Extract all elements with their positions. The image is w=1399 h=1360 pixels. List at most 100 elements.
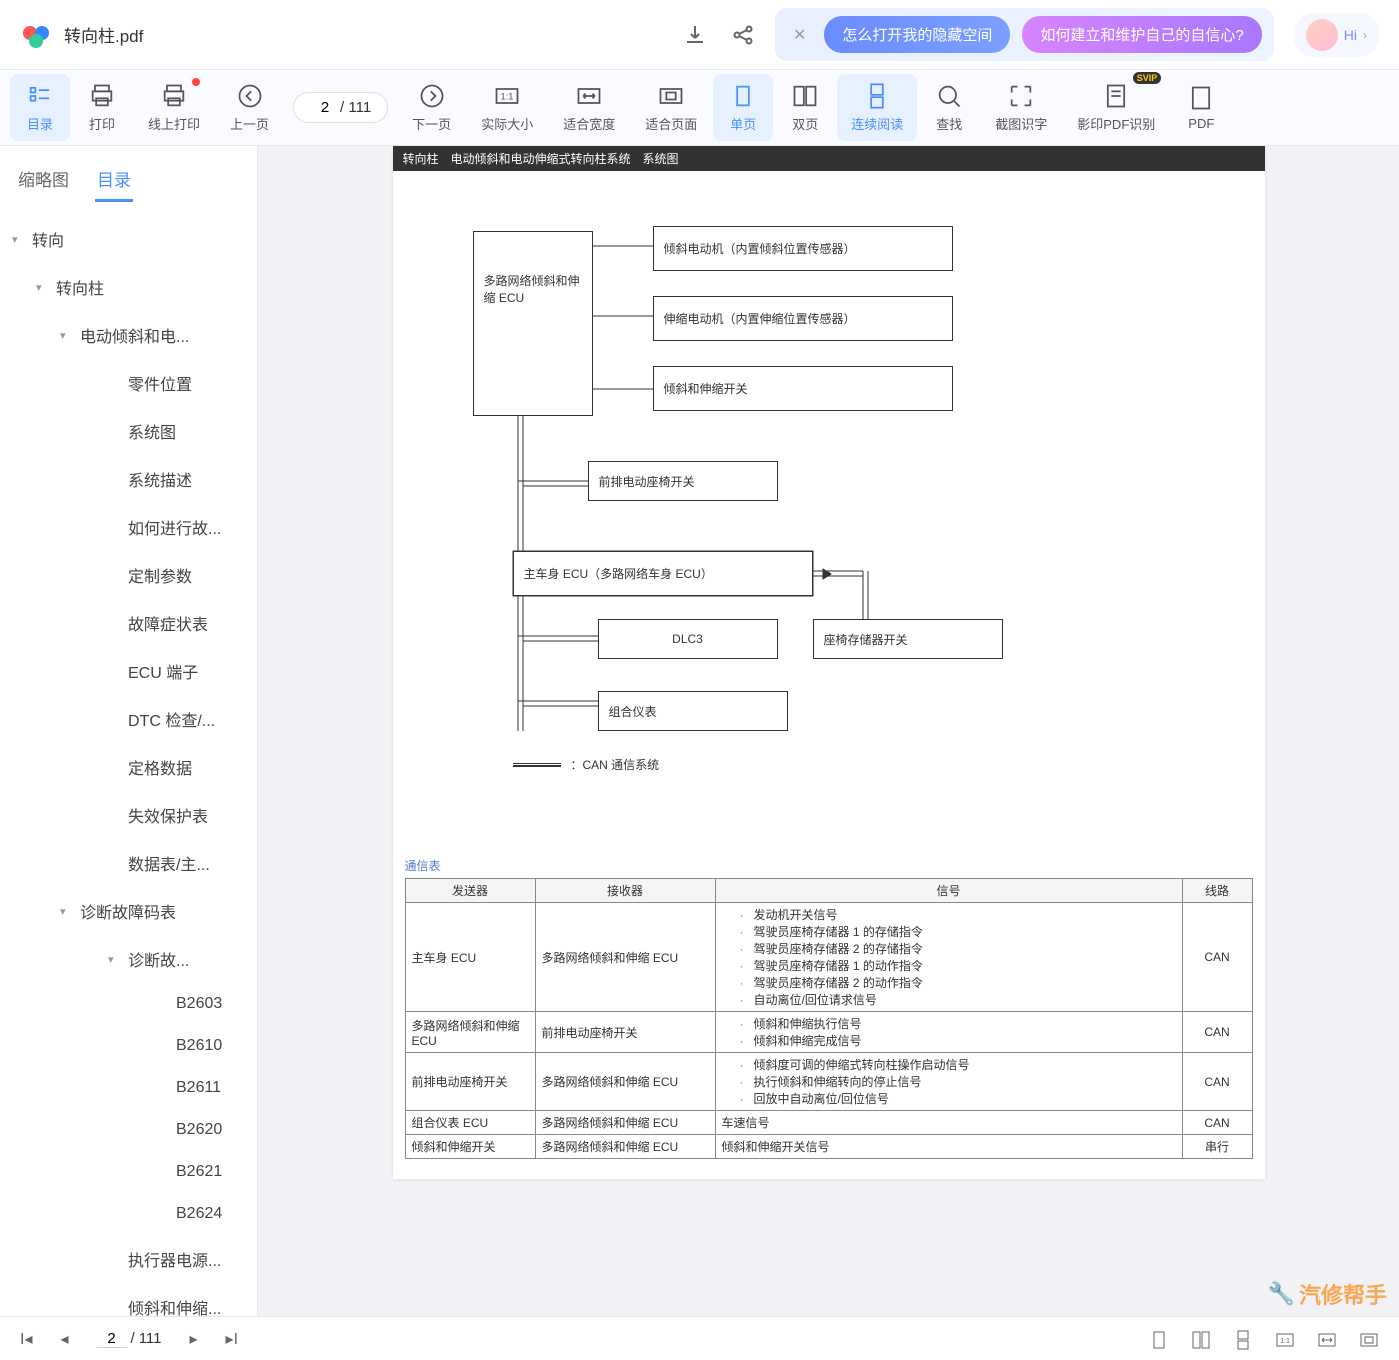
tool-print-button[interactable]: 打印 <box>72 74 132 141</box>
prev-page-button[interactable]: ◂ <box>60 1329 68 1349</box>
toc-item[interactable]: B2610 <box>0 1025 257 1067</box>
toc-item[interactable]: ▾转向 <box>0 215 257 263</box>
toolbar-page-input[interactable] <box>310 99 340 116</box>
tool-toc-button[interactable]: 目录 <box>10 74 70 141</box>
box-memory-switch: 座椅存储器开关 <box>813 619 1003 659</box>
tool-pdf-button[interactable]: PDF <box>1171 76 1231 139</box>
page-input[interactable] <box>97 1330 127 1348</box>
caret-icon: ▾ <box>108 953 122 966</box>
svg-text:1:1: 1:1 <box>501 92 514 102</box>
can-legend: ：CAN 通信系统 <box>513 756 660 773</box>
toolbar: 目录打印线上打印上一页 / 111 下一页1:1实际大小适合宽度适合页面单页双页连… <box>0 70 1399 146</box>
table-row: 主车身 ECU多路网络倾斜和伸缩 ECU发动机开关信号驾驶员座椅存储器 1 的存… <box>405 903 1252 1012</box>
shadow-icon <box>1102 82 1130 110</box>
toc-item[interactable]: B2611 <box>0 1067 257 1109</box>
toc-item[interactable]: 失效保护表 <box>0 791 257 839</box>
th-receiver: 接收器 <box>535 879 715 903</box>
share-icon[interactable] <box>731 23 755 47</box>
toc-item[interactable]: 定格数据 <box>0 743 257 791</box>
watermark: 🔧 汽修帮手 <box>1268 1278 1387 1310</box>
view-single-icon[interactable] <box>1149 1330 1169 1348</box>
titlebar: 转向柱.pdf ✕ 怎么打开我的隐藏空间 如何建立和维护自己的自信心? Hi › <box>0 0 1399 70</box>
comm-table-body: 主车身 ECU多路网络倾斜和伸缩 ECU发动机开关信号驾驶员座椅存储器 1 的存… <box>405 903 1252 1159</box>
online-print-icon <box>160 82 188 110</box>
toc-item[interactable]: 故障症状表 <box>0 599 257 647</box>
toc-item[interactable]: 系统图 <box>0 407 257 455</box>
toc-item[interactable]: ▾诊断故障码表 <box>0 887 257 935</box>
file-name: 转向柱.pdf <box>64 22 683 47</box>
first-page-button[interactable]: I◂ <box>20 1329 32 1349</box>
toc-item[interactable]: B2621 <box>0 1151 257 1193</box>
tool-prev-button[interactable]: 上一页 <box>216 74 283 141</box>
pdf-icon <box>1187 84 1215 112</box>
tab-toc[interactable]: 目录 <box>95 158 133 202</box>
tab-thumbnail[interactable]: 缩略图 <box>16 158 71 202</box>
statusbar: I◂ ◂ / 111 ▸ ▸I 1:1 <box>0 1316 1399 1360</box>
suggestion-pill-1[interactable]: 怎么打开我的隐藏空间 <box>824 16 1010 53</box>
comm-table-title: 通信表 <box>405 851 1253 878</box>
tool-shadow-button[interactable]: 影印PDF识别SVIP <box>1063 74 1169 141</box>
toolbar-page-box: / 111 <box>293 92 388 123</box>
ocr-icon <box>1007 82 1035 110</box>
caret-icon: ▾ <box>60 329 74 342</box>
chevron-right-icon: › <box>1363 28 1367 42</box>
avatar-badge[interactable]: Hi › <box>1294 13 1379 57</box>
toc-icon <box>26 82 54 110</box>
tool-fitw-button[interactable]: 适合宽度 <box>549 74 629 141</box>
comm-table: 发送器 接收器 信号 线路 主车身 ECU多路网络倾斜和伸缩 ECU发动机开关信… <box>405 878 1253 1159</box>
toc-item[interactable]: ECU 端子 <box>0 647 257 695</box>
toc-item[interactable]: ▾诊断故... <box>0 935 257 983</box>
toc-item[interactable]: ▾转向柱 <box>0 263 257 311</box>
tool-online-print-button[interactable]: 线上打印 <box>134 74 214 141</box>
th-sender: 发送器 <box>405 879 535 903</box>
box-dlc3: DLC3 <box>598 619 778 659</box>
box-telescope-motor: 伸缩电动机（内置伸缩位置传感器） <box>653 296 953 341</box>
view-fitp-icon[interactable] <box>1359 1330 1379 1348</box>
tool-ocr-button[interactable]: 截图识字 <box>981 74 1061 141</box>
next-icon <box>418 82 446 110</box>
tool-cont-button[interactable]: 连续阅读 <box>837 74 917 141</box>
suggestion-pill-2[interactable]: 如何建立和维护自己的自信心? <box>1022 16 1261 53</box>
close-pills-icon[interactable]: ✕ <box>787 25 812 45</box>
last-page-button[interactable]: ▸I <box>226 1329 238 1349</box>
toc-item[interactable]: ▾电动倾斜和电... <box>0 311 257 359</box>
toc-item[interactable]: B2620 <box>0 1109 257 1151</box>
tool-fitp-button[interactable]: 适合页面 <box>631 74 711 141</box>
toc-item[interactable]: 如何进行故... <box>0 503 257 551</box>
toc-item[interactable]: 系统描述 <box>0 455 257 503</box>
table-row: 倾斜和伸缩开关多路网络倾斜和伸缩 ECU倾斜和伸缩开关信号串行 <box>405 1135 1252 1159</box>
next-page-button[interactable]: ▸ <box>190 1329 198 1349</box>
caret-icon: ▾ <box>60 905 74 918</box>
app-logo-icon <box>20 19 52 51</box>
toc-tree: ▾转向▾转向柱▾电动倾斜和电...零件位置系统图系统描述如何进行故...定制参数… <box>0 203 257 1316</box>
tool-single-button[interactable]: 单页 <box>713 74 773 141</box>
tool-find-button[interactable]: 查找 <box>919 74 979 141</box>
toc-item[interactable]: B2624 <box>0 1193 257 1235</box>
toc-item[interactable]: 定制参数 <box>0 551 257 599</box>
watermark-icon: 🔧 <box>1268 1281 1295 1307</box>
toc-item[interactable]: 零件位置 <box>0 359 257 407</box>
hi-label: Hi <box>1344 27 1357 43</box>
download-icon[interactable] <box>683 23 707 47</box>
svg-text:1:1: 1:1 <box>1280 1338 1290 1345</box>
single-icon <box>729 82 757 110</box>
toc-item[interactable]: 数据表/主... <box>0 839 257 887</box>
view-cont-icon[interactable] <box>1233 1330 1253 1348</box>
tool-double-button[interactable]: 双页 <box>775 74 835 141</box>
toc-item[interactable]: 倾斜和伸缩... <box>0 1283 257 1316</box>
box-tilt-ecu: 多路网络倾斜和伸缩 ECU <box>473 231 593 416</box>
system-diagram: 多路网络倾斜和伸缩 ECU 倾斜电动机（内置倾斜位置传感器） 伸缩电动机（内置伸… <box>393 171 1265 851</box>
box-meter: 组合仪表 <box>598 691 788 731</box>
tool-next-button[interactable]: 下一页 <box>398 74 465 141</box>
view-11-icon[interactable]: 1:1 <box>1275 1330 1295 1348</box>
toc-item[interactable]: B2603 <box>0 983 257 1025</box>
box-tilt-motor: 倾斜电动机（内置倾斜位置传感器） <box>653 226 953 271</box>
fitw-icon <box>575 82 603 110</box>
view-double-icon[interactable] <box>1191 1330 1211 1348</box>
view-fitw-icon[interactable] <box>1317 1330 1337 1348</box>
tool-actual-button[interactable]: 1:1实际大小 <box>467 74 547 141</box>
table-row: 组合仪表 ECU多路网络倾斜和伸缩 ECU车速信号CAN <box>405 1111 1252 1135</box>
toc-item[interactable]: DTC 检查/... <box>0 695 257 743</box>
document-viewport[interactable]: 转向柱 电动倾斜和电动伸缩式转向柱系统 系统图 <box>258 146 1399 1316</box>
toc-item[interactable]: 执行器电源... <box>0 1235 257 1283</box>
